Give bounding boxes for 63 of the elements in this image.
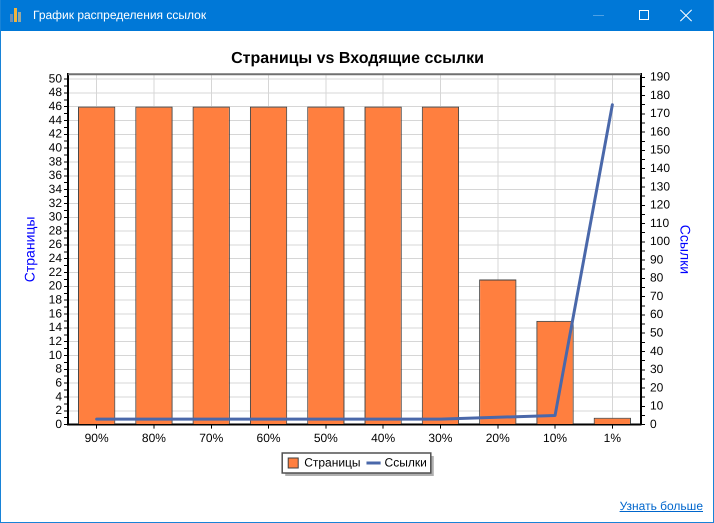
y-tick-label: 28 xyxy=(48,223,62,238)
y-tick-label: 12 xyxy=(48,334,62,348)
y-tick-label: 34 xyxy=(48,182,62,196)
y2-tick-label: 50 xyxy=(650,326,664,340)
legend-label: Ссылки xyxy=(384,455,427,470)
y-tick-label: 48 xyxy=(48,85,62,100)
y2-tick-label: 90 xyxy=(650,252,664,266)
text: Узнать больше xyxy=(620,499,703,513)
y2-tick-label: 110 xyxy=(650,216,670,230)
y-tick-label: 0 xyxy=(55,416,62,431)
y-tick-label: 8 xyxy=(55,362,62,376)
y-tick-label: 6 xyxy=(55,375,62,390)
y-tick-label: 22 xyxy=(48,264,62,279)
y2-tick-label: 20 xyxy=(650,380,664,394)
y2-tick-label: 170 xyxy=(650,106,670,120)
y2-tick-label: 60 xyxy=(650,307,664,322)
y-tick-label: 38 xyxy=(48,154,62,168)
y-tick-label: 10 xyxy=(48,348,62,362)
x-tick-label: 1% xyxy=(604,431,622,446)
y2-tick-label: 180 xyxy=(650,88,670,102)
y2-tick-label: 130 xyxy=(650,179,670,194)
y-tick-label: 46 xyxy=(48,98,62,113)
x-tick-label: 50% xyxy=(314,431,338,446)
y-axis-title: Страницы xyxy=(21,216,38,282)
y-tick-label: 44 xyxy=(48,112,62,127)
y-tick-label: 26 xyxy=(48,237,62,252)
y-tick-label: 14 xyxy=(48,320,62,334)
x-tick-label: 70% xyxy=(199,431,224,446)
y2-tick-label: 150 xyxy=(650,142,670,157)
y-tick-label: 50 xyxy=(48,71,62,86)
y-tick-label: 42 xyxy=(48,126,62,141)
y-tick-label: 4 xyxy=(55,389,62,404)
x-tick-label: 20% xyxy=(486,431,510,446)
text: График распределения ссылок xyxy=(33,8,206,23)
y2-tick-label: 40 xyxy=(650,344,664,358)
y2-tick-label: 70 xyxy=(650,288,664,303)
x-tick-label: 60% xyxy=(256,431,281,446)
y-tick-label: 40 xyxy=(48,140,62,154)
chart-title: Страницы vs Входящие ссылки xyxy=(231,50,484,68)
y2-tick-label: 30 xyxy=(650,362,664,376)
y-tick-label: 16 xyxy=(48,306,62,320)
y2-tick-label: 120 xyxy=(650,198,670,212)
x-tick-label: 80% xyxy=(142,431,166,446)
y-tick-label: 24 xyxy=(48,251,62,266)
y-tick-label: 32 xyxy=(48,196,62,210)
y-tick-label: 30 xyxy=(48,210,62,224)
y2-axis-title: Ссылки xyxy=(678,224,694,274)
y2-tick-label: 100 xyxy=(650,234,670,248)
y-tick-label: 2 xyxy=(55,403,62,418)
x-tick-label: 30% xyxy=(428,431,453,446)
y2-tick-label: 190 xyxy=(650,70,670,84)
x-tick-label: 10% xyxy=(543,431,568,446)
x-tick-label: 40% xyxy=(371,431,396,446)
y2-tick-label: 160 xyxy=(650,124,670,138)
y-tick-label: 36 xyxy=(48,168,62,182)
legend-label: Страницы xyxy=(304,455,361,470)
x-tick-label: 90% xyxy=(84,431,109,446)
y-tick-label: 18 xyxy=(48,292,62,307)
y2-tick-label: 10 xyxy=(650,398,664,413)
y2-tick-label: 140 xyxy=(650,161,670,176)
y-tick-label: 20 xyxy=(48,278,62,293)
y2-tick-label: 0 xyxy=(650,416,657,431)
y2-tick-label: 80 xyxy=(650,270,664,285)
